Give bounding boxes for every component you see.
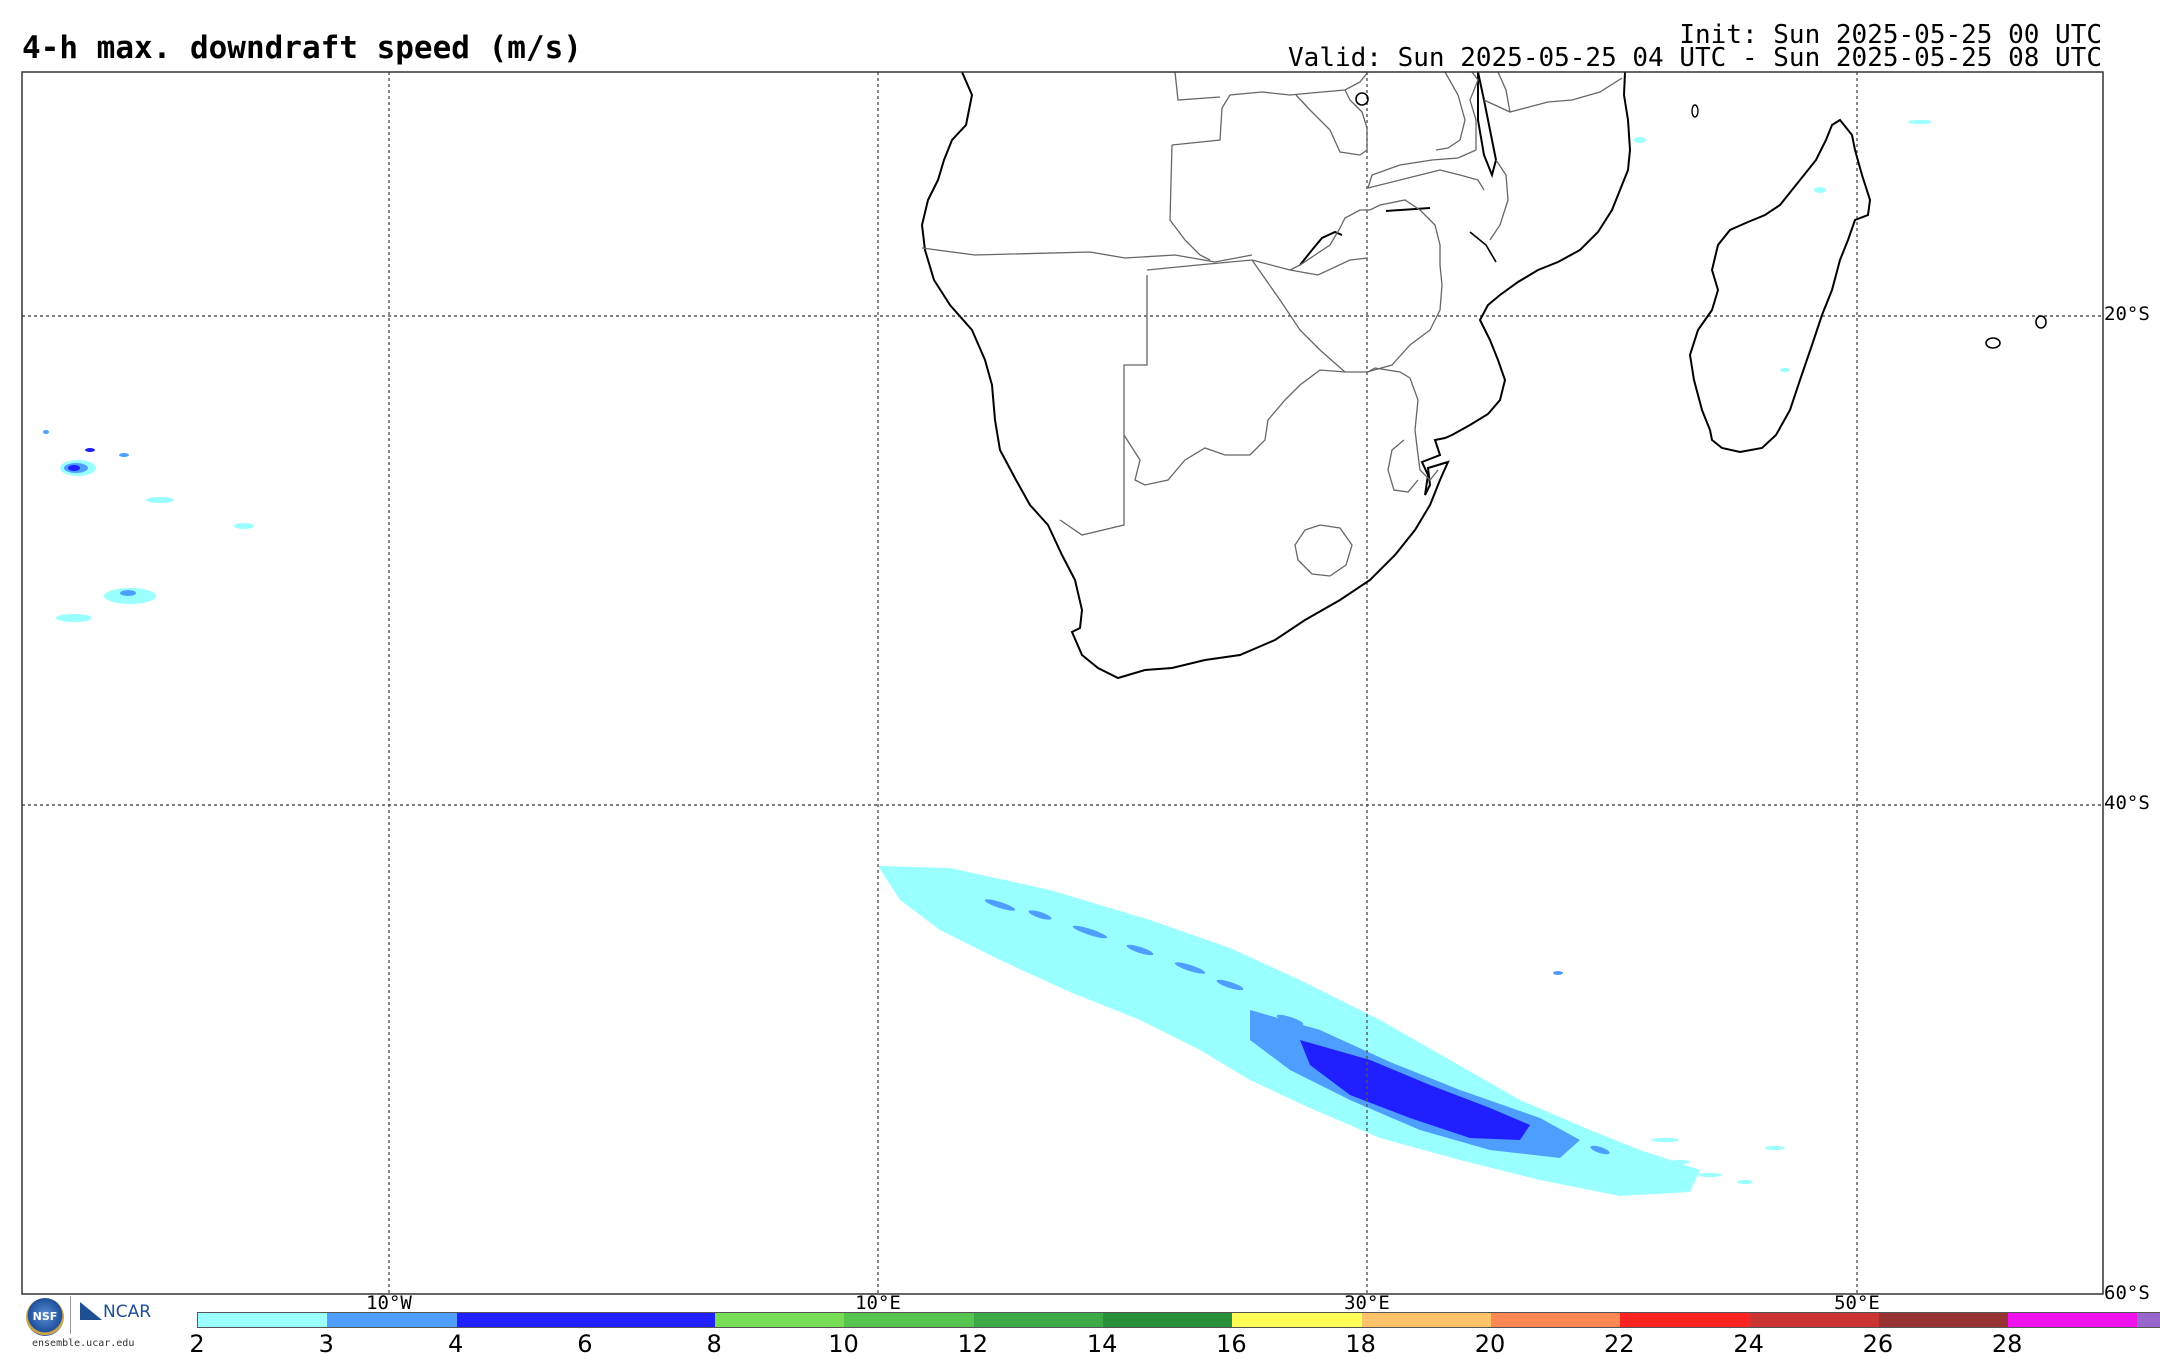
colorbar-segment <box>973 1313 1104 1327</box>
lat-label-60s: 60°S <box>2104 1282 2150 1304</box>
lat-label-20s: 20°S <box>2104 303 2150 325</box>
colorbar-segment <box>715 1313 845 1327</box>
lake-cahora-bassa <box>1385 207 1431 212</box>
mauritius-outline <box>1985 337 2001 349</box>
colorbar-segment <box>456 1313 586 1327</box>
colorbar-tick-label: 4 <box>447 1330 464 1358</box>
lake-outline <box>1355 92 1369 106</box>
land-features <box>920 72 2047 680</box>
downdraft-band-core <box>1300 1040 1530 1140</box>
map-frame <box>21 71 2104 1295</box>
colorbar-tick-label: 24 <box>1733 1330 1764 1358</box>
colorbar-tick-label: 20 <box>1474 1330 1506 1358</box>
lon-label-10e: 10°E <box>855 1292 901 1314</box>
colorbar-tick-label: 8 <box>706 1330 722 1358</box>
downdraft-madagascar-specks <box>1634 120 1932 372</box>
lat-label-40s: 40°S <box>2104 792 2150 814</box>
comoros-outline <box>1691 104 1699 118</box>
lake-malawi <box>1477 72 1498 179</box>
colorbar-segment <box>585 1313 716 1327</box>
colorbar-segment <box>198 1313 328 1327</box>
country-borders <box>921 72 1623 577</box>
logo-group: NSF NCAR ensemble.ucar.edu <box>22 1294 172 1350</box>
colorbar-tick-label: 10 <box>828 1330 859 1358</box>
colorbar-tick-label: 22 <box>1604 1330 1635 1358</box>
colorbar-tick-label: 16 <box>1216 1330 1247 1358</box>
downdraft-streaks <box>984 899 1610 1155</box>
downdraft-trailing-streaks <box>1651 1138 1785 1184</box>
colorbar-segment <box>1103 1313 1233 1327</box>
africa-coastline <box>920 72 1632 680</box>
lon-label-50e: 50°E <box>1834 1292 1880 1314</box>
colorbar-segment <box>1361 1313 1491 1327</box>
downdraft-speck-east <box>1553 971 1563 975</box>
colorbar-tick-label: 18 <box>1345 1330 1376 1358</box>
colorbar-segment <box>1620 1313 1750 1327</box>
ncar-mark-icon <box>80 1302 102 1320</box>
colorbar-tick-label: 3 <box>318 1330 334 1358</box>
colorbar-tick-label: 28 <box>1991 1330 2023 1358</box>
reunion-outline <box>2035 315 2047 329</box>
colorbar-segment <box>1878 1313 2009 1327</box>
colorbar-segment <box>327 1313 457 1327</box>
colorbar-segment <box>844 1313 974 1327</box>
colorbar-tick-label: 2 <box>189 1330 205 1358</box>
colorbar-segment <box>1490 1313 1621 1327</box>
nsf-logo: NSF <box>26 1298 64 1336</box>
lon-label-10w: 10°W <box>366 1292 412 1314</box>
colorbar-tick-label: 14 <box>1086 1330 1118 1358</box>
lon-label-30e: 30°E <box>1344 1292 1390 1314</box>
colorbar-tick-label: 26 <box>1862 1330 1894 1358</box>
downdraft-west-cluster <box>43 430 254 622</box>
ncar-logo: NCAR <box>80 1302 151 1322</box>
init-time: Init: Sun 2025-05-25 00 UTC <box>1679 20 2102 50</box>
madagascar-coastline <box>1688 118 1872 454</box>
valid-time: Valid: Sun 2025-05-25 04 UTC - Sun 2025-… <box>1288 43 2102 73</box>
logo-divider <box>70 1296 71 1334</box>
colorbar-tick-label: 12 <box>957 1330 989 1358</box>
downdraft-fields <box>43 120 1932 1196</box>
colorbar-segment <box>2008 1313 2138 1327</box>
site-url: ensemble.ucar.edu <box>32 1338 135 1349</box>
colorbar-segment <box>1749 1313 1879 1327</box>
gridlines <box>22 72 2103 1294</box>
colorbar-tick-label: 6 <box>577 1330 593 1358</box>
colorbar <box>197 1312 2160 1328</box>
colorbar-segment <box>2137 1313 2160 1327</box>
colorbar-segment <box>1232 1313 1362 1327</box>
river-zambezi <box>1469 231 1497 263</box>
map-title: 4-h max. downdraft speed (m/s) <box>22 30 582 66</box>
